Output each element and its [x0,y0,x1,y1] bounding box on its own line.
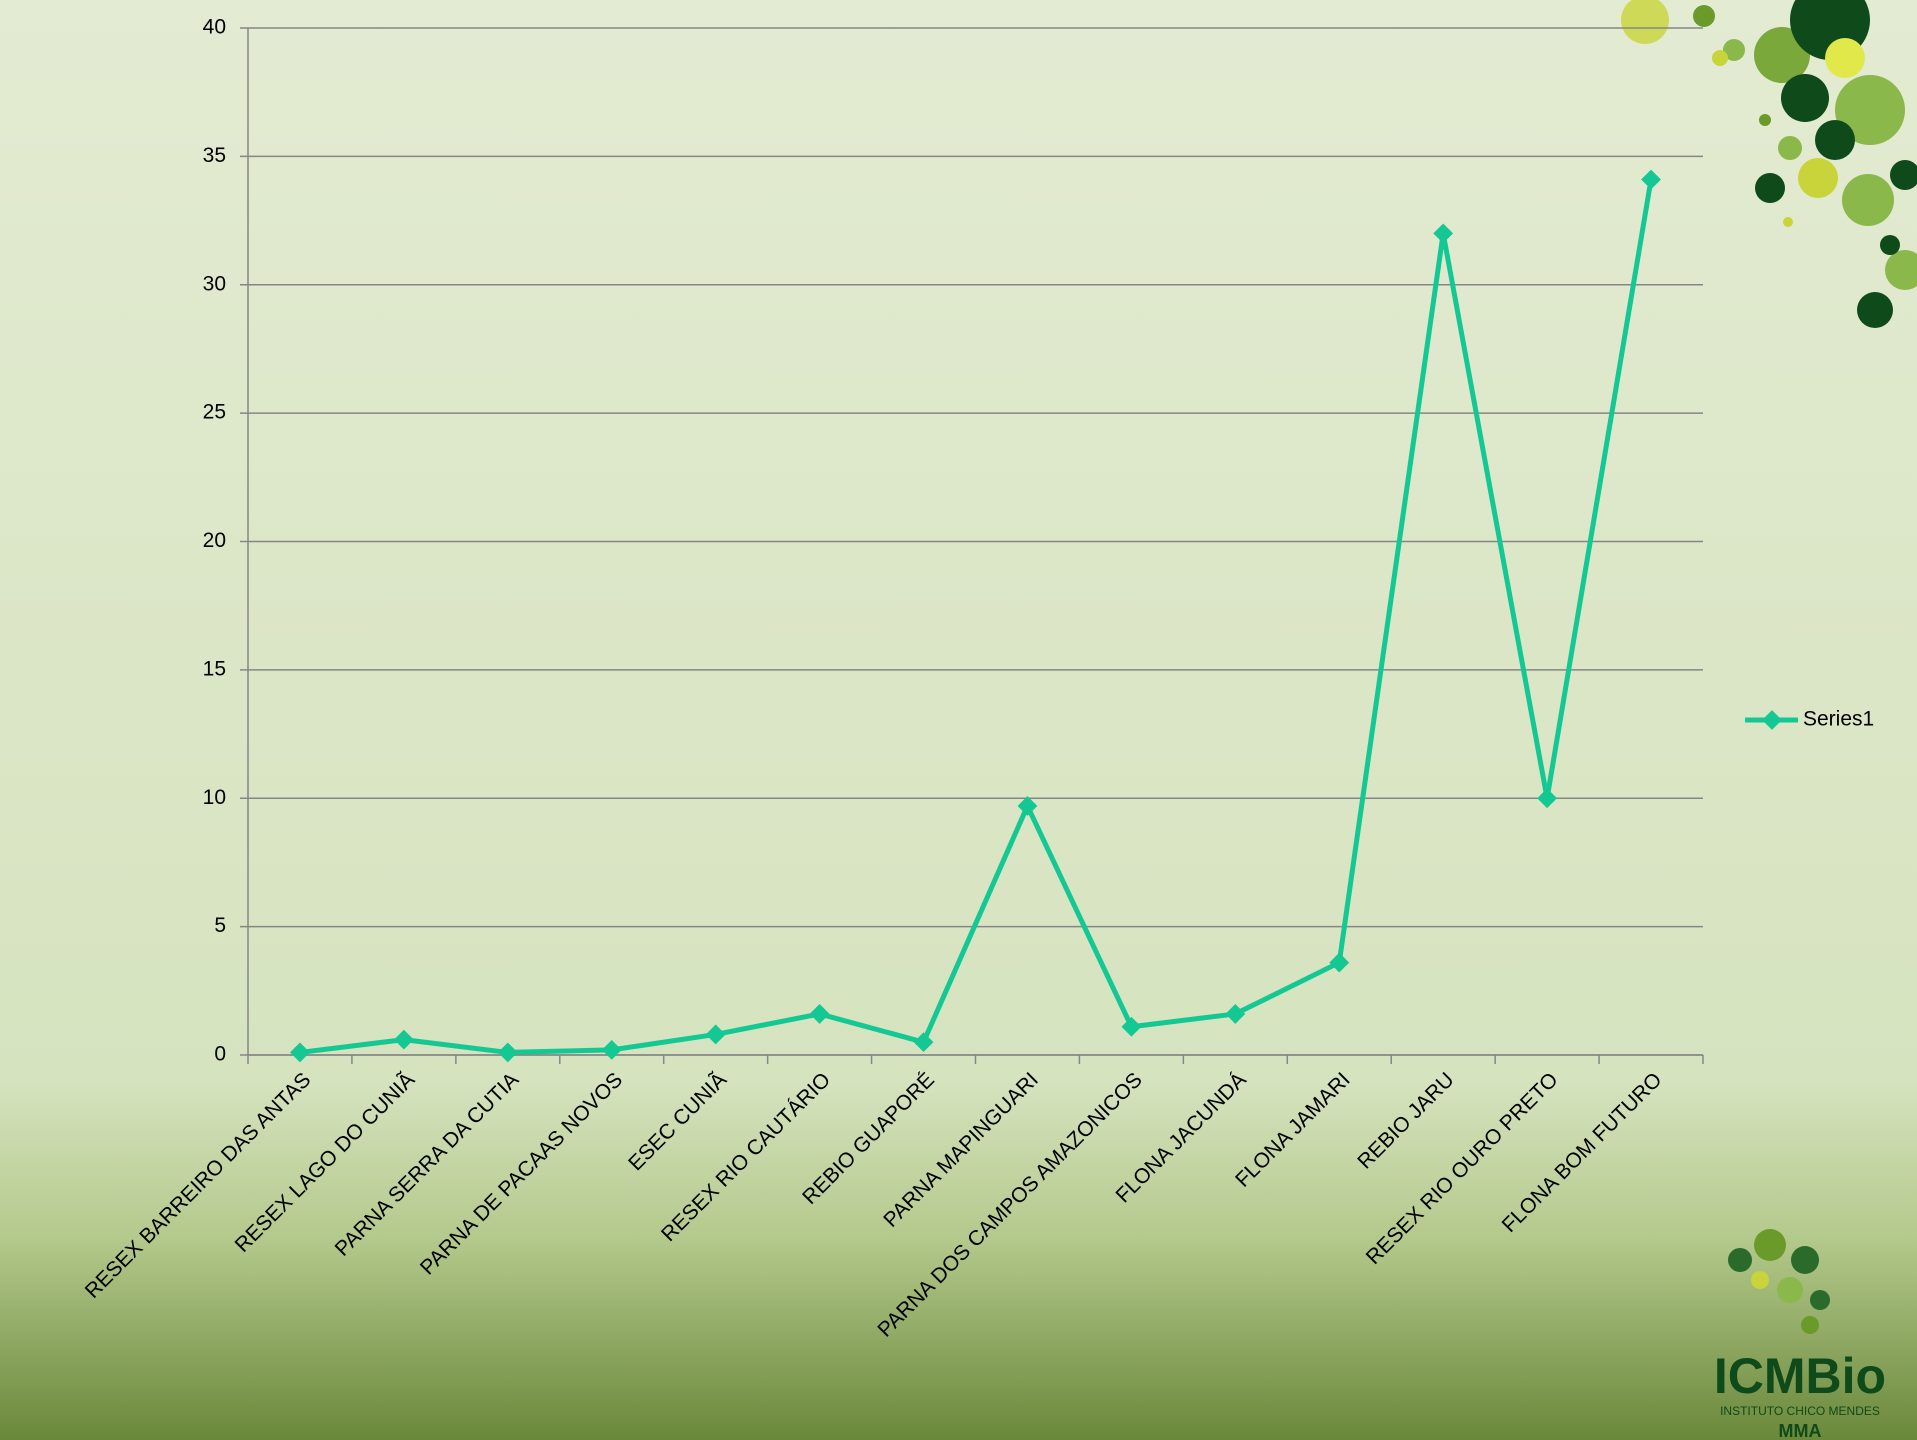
y-tick-label: 20 [203,529,226,552]
y-tick-label: 10 [203,786,226,809]
y-tick-label: 40 [203,16,226,39]
y-tick-label: 15 [203,657,226,680]
marker [705,1024,726,1045]
y-tick-label: 25 [203,401,226,424]
marker [601,1039,622,1060]
y-tick-label: 0 [214,1043,226,1066]
marker [497,1042,518,1063]
y-tick-label: 30 [203,272,226,295]
line [299,179,1654,1055]
marker [1017,796,1038,816]
logo-ministry: MMA [1779,1421,1822,1440]
decoration [1621,0,1917,1334]
marker [290,1042,310,1063]
marker [393,1029,414,1050]
logo-subtitle: INSTITUTO CHICO MENDES [1720,1404,1880,1418]
marker [1641,169,1661,190]
marker [913,1032,934,1053]
marker [1537,788,1558,809]
y-tick-label: 5 [214,914,226,937]
y-tick-label: 35 [203,144,226,167]
marker [1121,1016,1142,1037]
legend-marker [1762,710,1782,730]
legend-label: Series1 [1803,708,1874,731]
marker [1433,223,1454,244]
logo-name: ICMBio [1714,1348,1886,1404]
marker [809,1004,830,1024]
marker [1225,1004,1246,1024]
marker [1329,952,1350,973]
